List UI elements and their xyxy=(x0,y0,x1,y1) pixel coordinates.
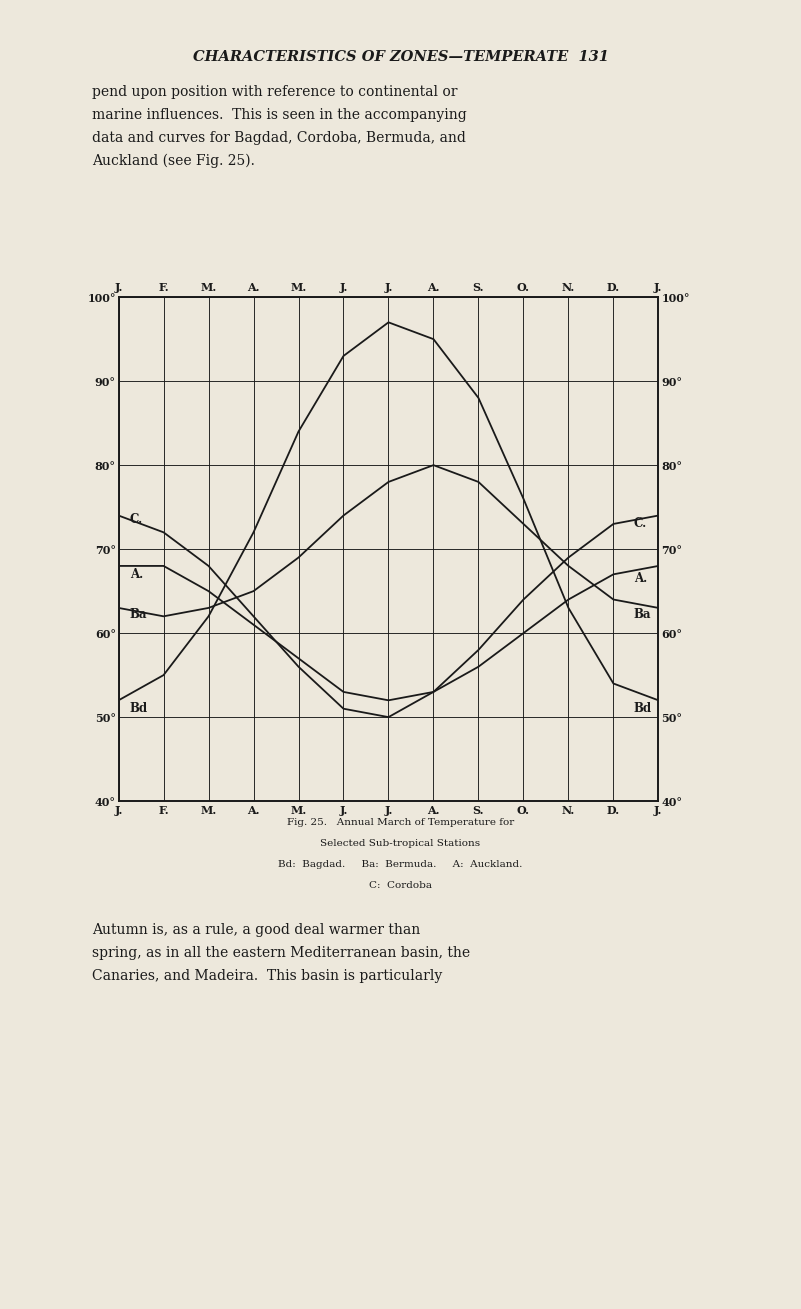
Text: C.: C. xyxy=(130,513,143,526)
Text: data and curves for Bagdad, Cordoba, Bermuda, and: data and curves for Bagdad, Cordoba, Ber… xyxy=(92,131,466,145)
Text: Selected Sub-tropical Stations: Selected Sub-tropical Stations xyxy=(320,839,481,848)
Text: Canaries, and Madeira.  This basin is particularly: Canaries, and Madeira. This basin is par… xyxy=(92,969,442,983)
Text: Auckland (see Fig. 25).: Auckland (see Fig. 25). xyxy=(92,153,255,168)
Text: spring, as in all the eastern Mediterranean basin, the: spring, as in all the eastern Mediterran… xyxy=(92,945,470,959)
Text: A.: A. xyxy=(130,568,143,581)
Text: C.: C. xyxy=(634,517,647,530)
Text: A.: A. xyxy=(634,572,647,585)
Text: Bd:  Bagdad.     Ba:  Bermuda.     A:  Auckland.: Bd: Bagdad. Ba: Bermuda. A: Auckland. xyxy=(278,860,523,869)
Text: Ba: Ba xyxy=(634,609,651,622)
Text: Fig. 25.   Annual March of Temperature for: Fig. 25. Annual March of Temperature for xyxy=(287,818,514,827)
Text: Autumn is, as a rule, a good deal warmer than: Autumn is, as a rule, a good deal warmer… xyxy=(92,923,421,937)
Text: Bd: Bd xyxy=(634,702,652,715)
Text: pend upon position with reference to continental or: pend upon position with reference to con… xyxy=(92,85,457,99)
Text: Ba: Ba xyxy=(130,609,147,622)
Text: C:  Cordoba: C: Cordoba xyxy=(369,881,432,890)
Text: Bd: Bd xyxy=(130,702,148,715)
Text: CHARACTERISTICS OF ZONES—TEMPERATE  131: CHARACTERISTICS OF ZONES—TEMPERATE 131 xyxy=(192,50,609,64)
Text: marine influences.  This is seen in the accompanying: marine influences. This is seen in the a… xyxy=(92,107,467,122)
